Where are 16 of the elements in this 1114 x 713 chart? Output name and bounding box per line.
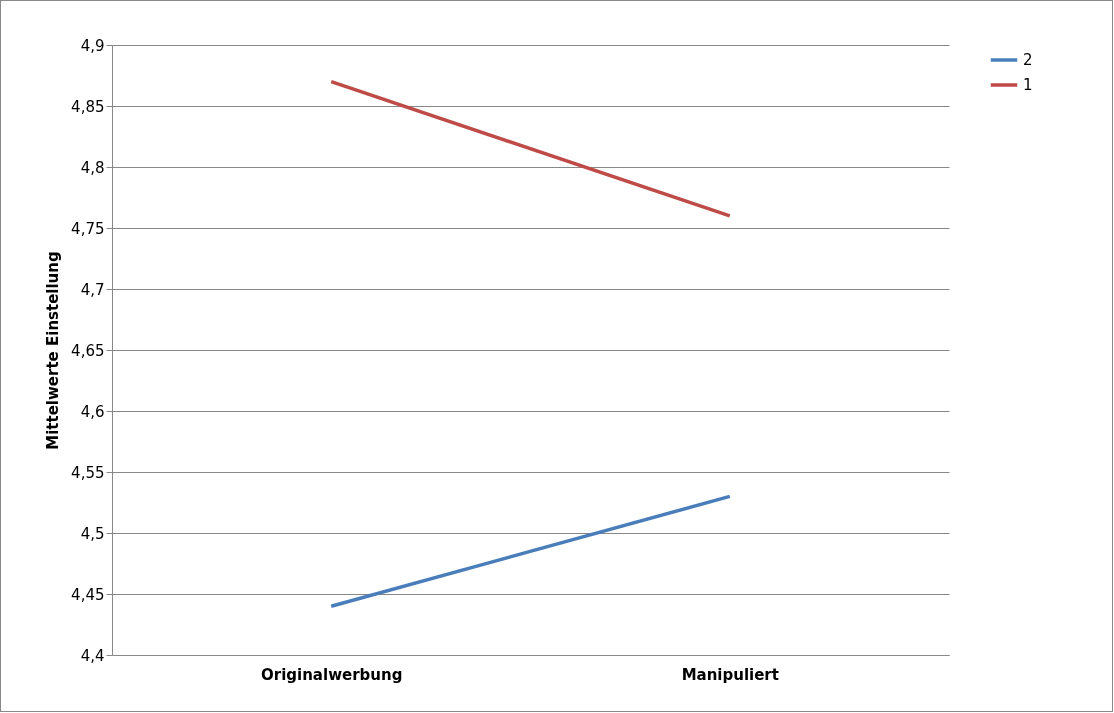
y-tick-label: 4,9 (80, 36, 105, 55)
y-tick-label: 4,5 (80, 524, 105, 543)
y-tick-label: 4,45 (71, 585, 105, 604)
x-tick-label: Originalwerbung (261, 665, 403, 684)
y-axis-title: Mittelwerte Einstellung (44, 251, 63, 450)
y-tick-label: 4,75 (71, 219, 105, 238)
legend-label: 2 (1023, 51, 1033, 69)
legend-label: 1 (1023, 76, 1033, 94)
y-tick-label: 4,65 (71, 341, 105, 360)
x-tick-label: Manipuliert (681, 665, 779, 684)
y-tick-label: 4,85 (71, 97, 105, 116)
y-tick-label: 4,4 (80, 646, 105, 665)
y-tick-label: 4,55 (71, 463, 105, 482)
y-tick-label: 4,6 (80, 402, 105, 421)
y-tick-label: 4,7 (80, 280, 105, 299)
y-tick-label: 4,8 (80, 158, 105, 177)
